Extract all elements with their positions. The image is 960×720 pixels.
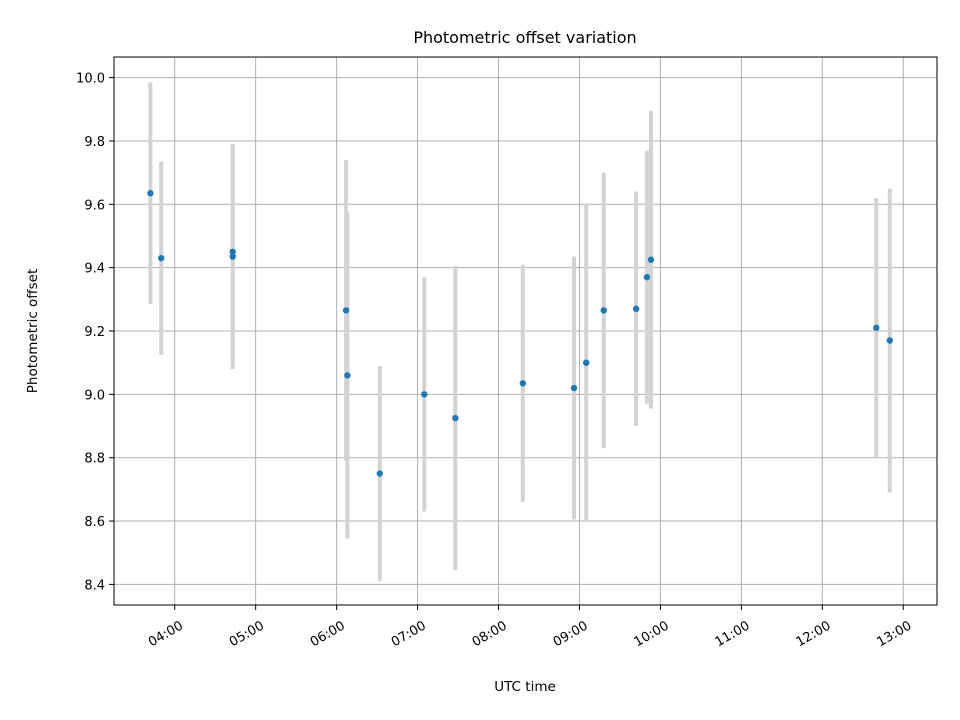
data-point xyxy=(632,305,640,313)
data-point xyxy=(519,380,527,387)
data-point xyxy=(583,359,590,366)
x-axis-ticks: 04:00 05:00 06:00 07:00 08:00 09:00 10:00 11:00… xyxy=(146,605,915,650)
y-axis-label: Photometric offset xyxy=(25,269,41,393)
data-point xyxy=(570,384,578,392)
x-tick-label: 04:00 xyxy=(146,618,186,650)
error-bars xyxy=(148,82,892,582)
data-point xyxy=(600,307,607,314)
y-tick-label: 9.4 xyxy=(84,262,105,277)
data-point xyxy=(147,190,154,197)
y-axis-ticks: 8.4 8.6 8.8 9.0 9.2 9.4 9.6 9.8 10.0 xyxy=(76,72,114,593)
y-tick-label: 9.2 xyxy=(84,325,105,340)
data-point xyxy=(643,273,651,281)
grid xyxy=(114,57,937,605)
x-tick-label: 06:00 xyxy=(308,618,348,650)
x-tick-label: 13:00 xyxy=(875,618,915,650)
y-tick-label: 9.6 xyxy=(84,198,105,213)
data-point xyxy=(344,372,351,379)
data-point xyxy=(376,470,383,477)
x-axis-label: UTC time xyxy=(494,679,556,695)
data-point xyxy=(452,414,459,422)
y-tick-label: 8.4 xyxy=(84,578,105,593)
x-tick-label: 12:00 xyxy=(794,618,834,650)
chart-title: Photometric offset variation xyxy=(413,28,636,47)
data-point xyxy=(421,391,428,398)
x-tick-label: 10:00 xyxy=(632,618,672,650)
y-tick-label: 8.6 xyxy=(84,515,105,530)
data-points xyxy=(147,190,893,477)
data-point xyxy=(158,254,165,262)
data-point xyxy=(229,248,236,256)
x-tick-label: 11:00 xyxy=(713,618,753,650)
data-point xyxy=(229,253,236,260)
data-point xyxy=(342,307,350,314)
x-tick-label: 08:00 xyxy=(470,618,510,650)
y-tick-label: 10.0 xyxy=(76,72,105,87)
data-point xyxy=(873,324,880,332)
x-tick-label: 07:00 xyxy=(389,618,429,650)
y-tick-label: 9.0 xyxy=(84,388,105,403)
x-tick-label: 09:00 xyxy=(551,618,591,650)
y-tick-label: 8.8 xyxy=(84,452,105,467)
data-point xyxy=(647,256,655,263)
x-tick-label: 05:00 xyxy=(227,618,267,650)
y-tick-label: 9.8 xyxy=(84,135,105,150)
data-point xyxy=(886,337,893,344)
